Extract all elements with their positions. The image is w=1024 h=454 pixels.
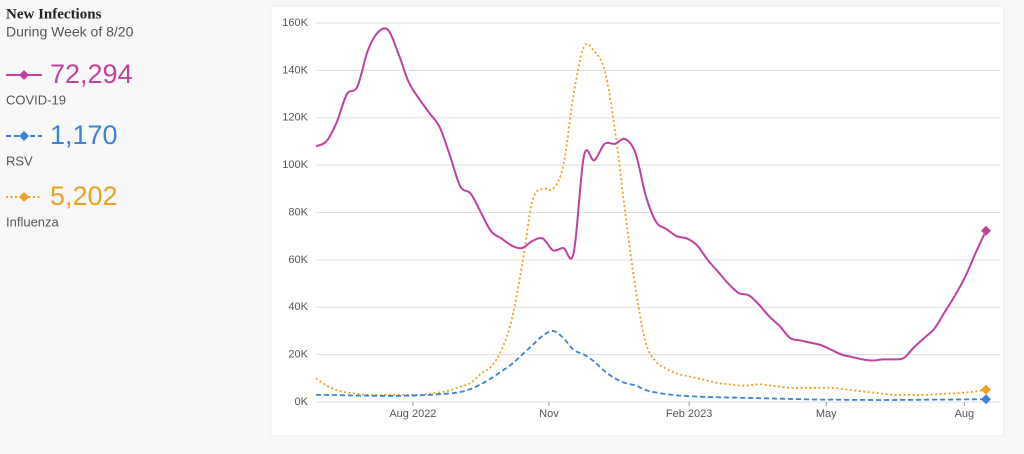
y-tick-label: 100K	[282, 159, 308, 171]
y-tick-label: 80K	[288, 206, 308, 218]
legend-marker	[19, 70, 29, 80]
legend-name: COVID-19	[6, 92, 66, 107]
y-tick-label: 120K	[282, 112, 308, 124]
y-tick-label: 160K	[282, 17, 308, 29]
legend-marker	[19, 131, 29, 141]
x-tick-label: Aug	[955, 408, 975, 420]
y-tick-label: 40K	[288, 301, 308, 313]
legend-value: 1,170	[50, 120, 118, 150]
x-tick-label: Feb 2023	[666, 408, 712, 420]
series-line	[315, 27, 987, 362]
end-marker	[981, 225, 991, 236]
legend-name: Influenza	[6, 214, 60, 229]
y-tick-label: 60K	[288, 254, 308, 266]
y-tick-label: 0K	[295, 396, 309, 408]
legend-marker	[19, 192, 29, 202]
y-tick-label: 20K	[288, 349, 308, 361]
end-marker	[981, 394, 991, 405]
x-tick-label: Nov	[539, 408, 559, 420]
legend-name: RSV	[6, 153, 33, 168]
end-marker	[981, 384, 991, 395]
y-tick-label: 140K	[282, 64, 308, 76]
series-line	[315, 330, 987, 401]
x-tick-label: Aug 2022	[389, 408, 436, 420]
title: New Infections	[6, 6, 102, 22]
subtitle: During Week of 8/20	[6, 24, 134, 40]
series-line	[315, 42, 987, 396]
x-tick-label: May	[816, 408, 837, 420]
chart-panel	[270, 5, 1005, 437]
legend-value: 5,202	[50, 181, 118, 211]
legend-value: 72,294	[50, 59, 133, 89]
